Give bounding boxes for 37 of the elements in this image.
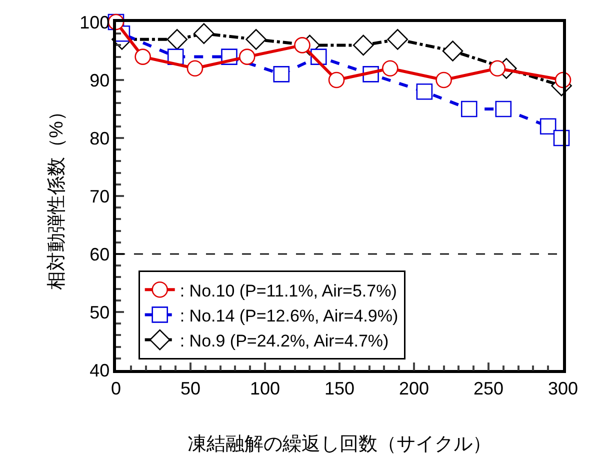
x-tick-label: 200 — [398, 378, 430, 398]
y-tick-label: 70 — [90, 186, 110, 206]
point — [352, 34, 374, 56]
legend-label: : No.14 (P=12.6%, Air=4.9%) — [180, 306, 398, 326]
y-tick-label: 90 — [90, 70, 110, 90]
y-axis-title: 相対動弾性係数（%） — [45, 102, 68, 290]
point — [495, 100, 512, 118]
legend-label: : No.9 (P=24.2%, Air=4.7%) — [180, 331, 389, 350]
x-tick-label: 300 — [548, 378, 578, 398]
x-tick-label: 100 — [250, 378, 280, 398]
point — [540, 118, 556, 135]
y-tick-label: 80 — [90, 128, 110, 148]
x-tick-label: 250 — [473, 378, 504, 398]
point — [294, 37, 310, 54]
y-tick-label: 50 — [90, 302, 110, 322]
point — [246, 29, 266, 50]
point — [442, 40, 464, 62]
y-tick-label: 40 — [90, 360, 110, 380]
x-tick-label: 150 — [324, 378, 355, 398]
x-axis-title: 凍結融解の繰返し回数（サイクル） — [188, 434, 492, 456]
point — [436, 72, 452, 88]
point — [460, 100, 478, 118]
point — [489, 60, 506, 77]
y-tick-label: 60 — [90, 244, 110, 264]
point — [387, 29, 408, 50]
x-tick-label: 50 — [180, 378, 201, 398]
point — [238, 48, 256, 65]
point — [328, 72, 345, 88]
point — [273, 66, 290, 82]
point — [186, 60, 204, 77]
point — [194, 23, 214, 44]
x-tick-label: 0 — [110, 378, 122, 398]
point — [134, 48, 151, 65]
point — [416, 83, 433, 100]
legend-label: : No.10 (P=11.1%, Air=5.7%) — [180, 281, 397, 300]
point — [166, 29, 188, 50]
point — [382, 60, 398, 77]
